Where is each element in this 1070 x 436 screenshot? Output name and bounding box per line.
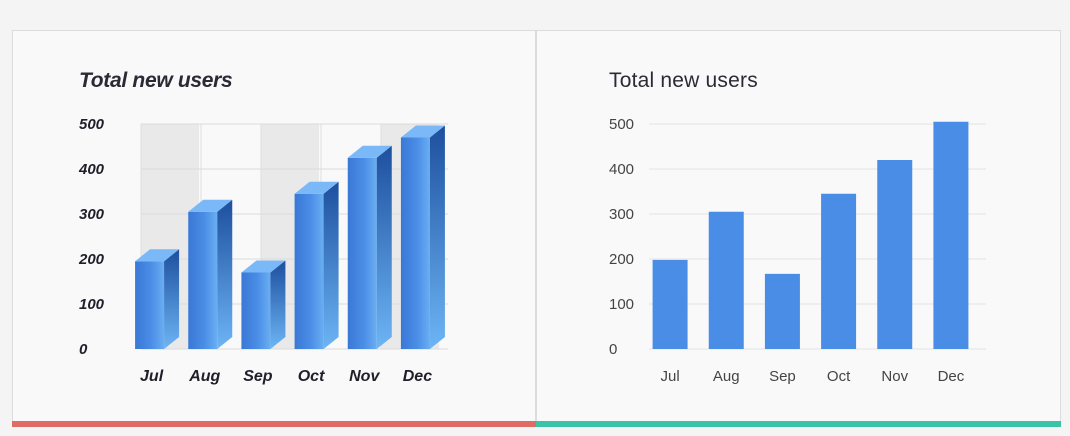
bar-front [294,193,324,349]
bar [708,211,744,349]
x-tick-label: Jul [140,368,164,385]
y-tick-label: 0 [79,341,88,358]
bar [294,181,339,349]
bar-chart-3d: 0 100 200 300 400 500 Jul Aug Sep Oct Nov Dec [78,116,448,385]
y-tick-label: 100 [609,296,634,313]
x-tick-label: Nov [349,368,380,385]
bar-front [400,137,430,349]
y-tick-label: 300 [79,206,105,223]
x-tick-label: Dec [938,368,965,385]
bar [241,260,286,349]
x-tick-label: Aug [713,368,740,385]
x-tick-label: Sep [243,368,273,385]
x-tick-label: Sep [769,368,796,385]
bar-top [135,249,180,262]
bar-side [164,249,180,349]
y-tick-label: 400 [78,161,105,178]
bar [347,145,392,349]
bar [821,193,857,349]
bar-side [323,181,339,349]
bar-chart-flat: 0 100 200 300 400 500 Jul Aug Sep Oct Nov Dec [609,116,986,385]
bar-side [429,125,445,349]
y-tick-label: 400 [609,161,634,178]
bar [188,199,233,349]
accent-bar-right [536,421,1061,427]
bar-top [347,145,392,158]
bar [933,121,969,349]
y-tick-label: 300 [609,206,634,223]
bar-front [188,211,218,349]
bar [135,249,180,349]
x-tick-label: Oct [298,368,325,385]
chart-panel-3d: Total new users 0 100 200 300 400 500 Jul Aug Se… [12,30,536,424]
bar-front [135,261,165,349]
bar-front [347,157,377,349]
chart-title: Total new users [609,69,758,92]
x-tick-label: Jul [660,368,679,385]
bar [400,125,445,349]
y-tick-label: 0 [609,341,617,358]
bar-front [241,272,271,349]
y-tick-label: 100 [79,296,105,313]
bar [877,160,913,349]
x-tick-label: Dec [403,368,432,385]
chart-title: Total new users [79,69,233,92]
bar-top [241,260,286,273]
bar [764,273,800,349]
chart-panel-flat: Total new users 0 100 200 300 400 500 Jul Aug Se… [536,30,1061,424]
accent-bar-left [12,421,536,427]
x-tick-label: Nov [881,368,908,385]
y-tick-label: 500 [79,116,105,133]
bar-side [217,199,233,349]
y-tick-label: 500 [609,116,634,133]
bar [652,259,688,349]
bar-top [294,181,339,194]
bar-side [270,260,286,349]
bar-top [400,125,445,138]
y-tick-label: 200 [78,251,105,268]
bar-top [188,199,233,212]
y-tick-label: 200 [609,251,634,268]
x-tick-label: Aug [188,368,220,385]
bar-side [376,145,392,349]
x-tick-label: Oct [827,368,851,385]
